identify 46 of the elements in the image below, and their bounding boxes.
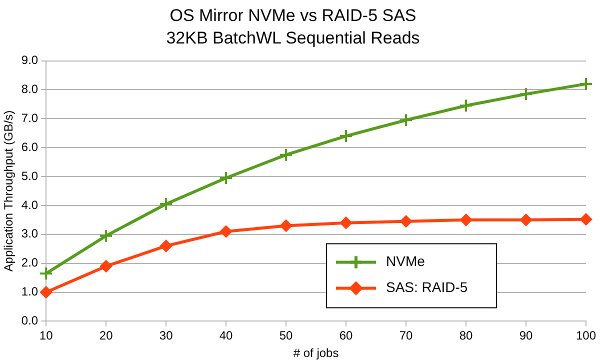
point [519,87,534,102]
y-tick-label: 1.0 [21,284,38,299]
x-tick-label: 30 [159,328,174,343]
legend-label: NVMe [386,253,426,270]
y-tick-label: 3.0 [21,226,38,241]
y-tick-label: 2.0 [21,256,38,270]
x-tick-label: 40 [219,328,234,343]
y-tick-label: 7.0 [21,110,38,125]
y-tick-label: 0.0 [21,314,38,328]
chart-subtitle: 32KB BatchWL Sequential Reads [166,28,420,48]
point [580,213,592,226]
y-tick-label: 9.0 [21,53,38,68]
x-tick-label: 100 [576,328,596,343]
x-tick-label: 50 [279,328,294,343]
y-axis-title: Application Throughput (GB/s) [2,110,16,272]
point [400,215,412,228]
y-tick-label: 6.0 [21,140,38,154]
legend-label: SAS: RAID-5 [386,279,468,296]
x-tick-label: 70 [399,328,414,343]
point [40,286,52,298]
chart-title: OS Mirror NVMe vs RAID-5 SAS [170,6,416,25]
point [340,216,352,229]
y-tick-label: 5.0 [21,168,38,183]
x-axis-title: # of jobs [293,346,339,360]
y-tick-label: 4.0 [21,198,38,212]
point [99,228,114,243]
point [39,266,54,280]
point [460,214,472,226]
x-tick-label: 90 [519,328,534,343]
point [399,113,414,128]
point [220,226,232,238]
point [100,260,112,272]
point [160,240,172,252]
x-tick-label: 20 [99,328,114,343]
point [459,98,474,113]
point [520,214,532,226]
x-tick-label: 80 [459,328,474,343]
point [279,148,294,162]
x-tick-label: 10 [39,328,54,343]
point [579,76,593,91]
point [280,220,292,232]
x-tick-label: 60 [339,328,354,343]
y-tick-label: 8.0 [21,82,38,96]
point [339,129,354,144]
point [159,197,174,212]
point [219,170,234,185]
